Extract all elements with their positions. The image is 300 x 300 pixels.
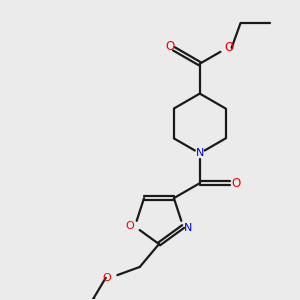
Text: N: N xyxy=(196,148,204,158)
Text: O: O xyxy=(165,40,175,52)
Text: O: O xyxy=(102,273,111,283)
Text: N: N xyxy=(184,223,192,232)
Text: O: O xyxy=(224,41,234,54)
Text: O: O xyxy=(125,220,134,230)
Text: O: O xyxy=(231,177,240,190)
